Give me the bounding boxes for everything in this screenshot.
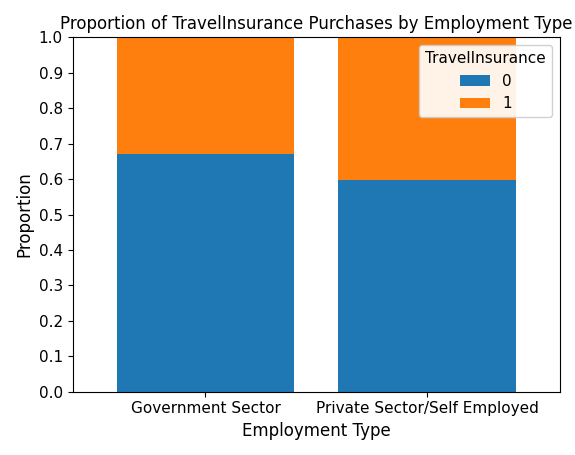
Bar: [117, 154, 294, 392]
Bar: [339, 180, 516, 392]
Y-axis label: Proportion: Proportion: [15, 172, 33, 258]
Title: Proportion of TravelInsurance Purchases by Employment Type: Proportion of TravelInsurance Purchases …: [60, 15, 573, 33]
Legend: 0, 1: 0, 1: [419, 45, 553, 117]
Bar: [339, 37, 516, 180]
Bar: [117, 37, 294, 154]
X-axis label: Employment Type: Employment Type: [242, 422, 390, 440]
